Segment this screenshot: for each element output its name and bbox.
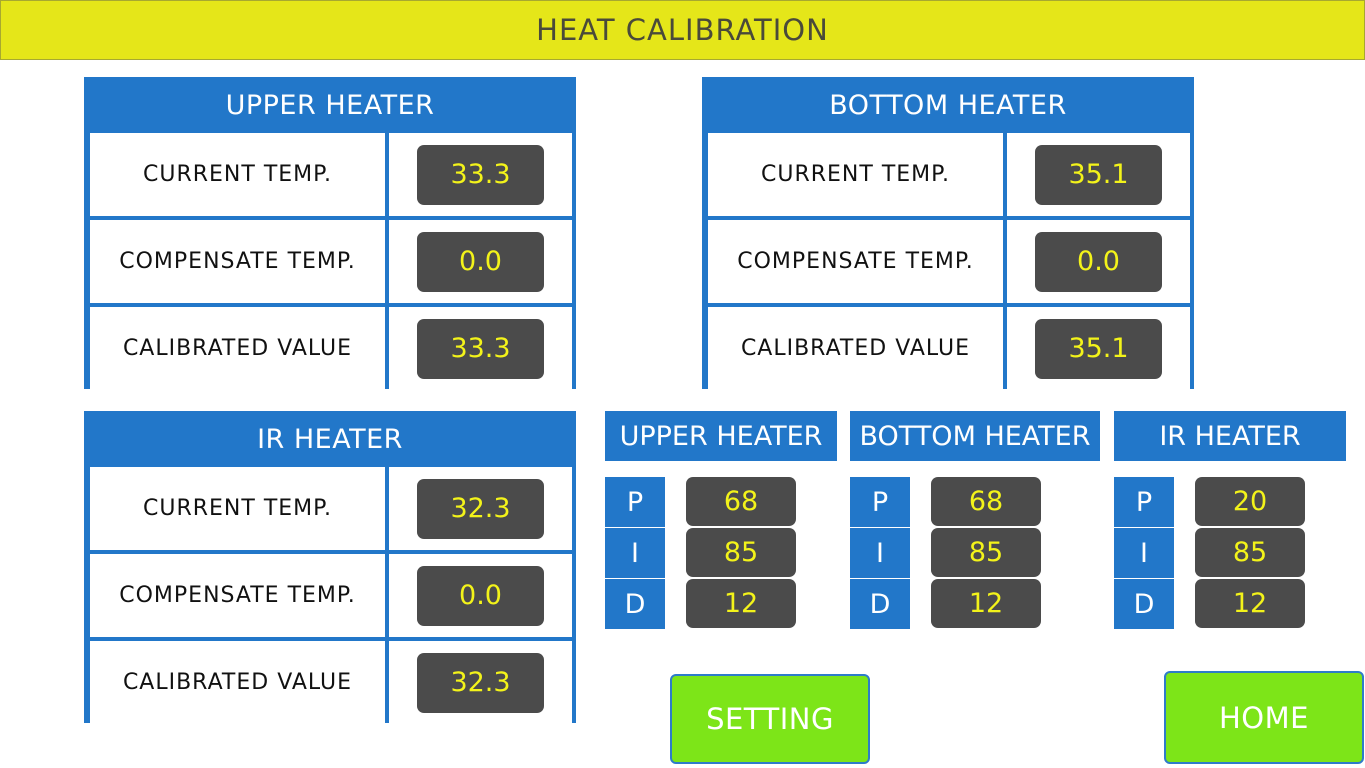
upper-calibrated-value-row: CALIBRATED VALUE 33.3 <box>90 307 572 390</box>
ir-current-temp-value: 32.3 <box>417 478 544 539</box>
upper-current-temp-value: 33.3 <box>417 144 544 205</box>
bottom-compensate-temp-input[interactable]: 0.0 <box>1035 231 1162 292</box>
bottom-compensate-temp-row: COMPENSATE TEMP. 0.0 <box>708 220 1190 303</box>
bottom-calibrated-value: 35.1 <box>1035 318 1162 379</box>
value-cell: 0.0 <box>1007 220 1190 303</box>
bottom-d-input[interactable]: 12 <box>931 579 1041 628</box>
upper-d-input[interactable]: 12 <box>686 579 796 628</box>
upper-heater-panel-title: UPPER HEATER <box>225 89 435 121</box>
ir-i-input[interactable]: 85 <box>1195 528 1305 577</box>
value-cell: 33.3 <box>389 133 572 216</box>
pid-bottom-heater-header: BOTTOM HEATER <box>850 411 1100 461</box>
compensate-temp-label: COMPENSATE TEMP. <box>708 220 1003 303</box>
pid-p-label: P <box>850 477 910 527</box>
page-title: HEAT CALIBRATION <box>0 0 1365 60</box>
upper-compensate-temp-row: COMPENSATE TEMP. 0.0 <box>90 220 572 303</box>
ir-calibrated-value: 32.3 <box>417 652 544 713</box>
pid-d-label: D <box>850 579 910 629</box>
value-cell: 35.1 <box>1007 133 1190 216</box>
calibrated-value-label: CALIBRATED VALUE <box>90 307 385 390</box>
ir-calibrated-value-row: CALIBRATED VALUE 32.3 <box>90 641 572 724</box>
pid-p-label: P <box>605 477 665 527</box>
compensate-temp-label: COMPENSATE TEMP. <box>90 554 385 637</box>
upper-calibrated-value: 33.3 <box>417 318 544 379</box>
bottom-i-input[interactable]: 85 <box>931 528 1041 577</box>
upper-current-temp-row: CURRENT TEMP. 33.3 <box>90 133 572 216</box>
pid-i-label: I <box>605 528 665 578</box>
pid-i-label: I <box>850 528 910 578</box>
ir-compensate-temp-input[interactable]: 0.0 <box>417 565 544 626</box>
pid-d-label: D <box>605 579 665 629</box>
upper-i-input[interactable]: 85 <box>686 528 796 577</box>
value-cell: 32.3 <box>389 641 572 724</box>
bottom-heater-panel-title: BOTTOM HEATER <box>829 89 1067 121</box>
bottom-p-input[interactable]: 68 <box>931 477 1041 526</box>
bottom-calibrated-value-row: CALIBRATED VALUE 35.1 <box>708 307 1190 390</box>
ir-heater-panel-title: IR HEATER <box>257 423 403 455</box>
value-cell: 35.1 <box>1007 307 1190 390</box>
upper-compensate-temp-input[interactable]: 0.0 <box>417 231 544 292</box>
value-cell: 0.0 <box>389 220 572 303</box>
ir-p-input[interactable]: 20 <box>1195 477 1305 526</box>
setting-button[interactable]: SETTING <box>670 674 870 764</box>
pid-p-label: P <box>1114 477 1174 527</box>
calibrated-value-label: CALIBRATED VALUE <box>90 641 385 724</box>
value-cell: 0.0 <box>389 554 572 637</box>
ir-compensate-temp-row: COMPENSATE TEMP. 0.0 <box>90 554 572 637</box>
ir-current-temp-row: CURRENT TEMP. 32.3 <box>90 467 572 550</box>
ir-d-input[interactable]: 12 <box>1195 579 1305 628</box>
upper-p-input[interactable]: 68 <box>686 477 796 526</box>
current-temp-label: CURRENT TEMP. <box>90 467 385 550</box>
ir-heater-panel: IR HEATER CURRENT TEMP. 32.3 COMPENSATE … <box>84 411 576 724</box>
compensate-temp-label: COMPENSATE TEMP. <box>90 220 385 303</box>
calibrated-value-label: CALIBRATED VALUE <box>708 307 1003 390</box>
pid-upper-heater-header: UPPER HEATER <box>605 411 837 461</box>
current-temp-label: CURRENT TEMP. <box>708 133 1003 216</box>
value-cell: 32.3 <box>389 467 572 550</box>
current-temp-label: CURRENT TEMP. <box>90 133 385 216</box>
pid-i-label: I <box>1114 528 1174 578</box>
bottom-heater-panel: BOTTOM HEATER CURRENT TEMP. 35.1 COMPENS… <box>702 77 1194 390</box>
pid-d-label: D <box>1114 579 1174 629</box>
value-cell: 33.3 <box>389 307 572 390</box>
pid-ir-heater-header: IR HEATER <box>1114 411 1346 461</box>
home-button[interactable]: HOME <box>1164 671 1364 764</box>
upper-heater-panel: UPPER HEATER CURRENT TEMP. 33.3 COMPENSA… <box>84 77 576 390</box>
bottom-current-temp-value: 35.1 <box>1035 144 1162 205</box>
bottom-current-temp-row: CURRENT TEMP. 35.1 <box>708 133 1190 216</box>
